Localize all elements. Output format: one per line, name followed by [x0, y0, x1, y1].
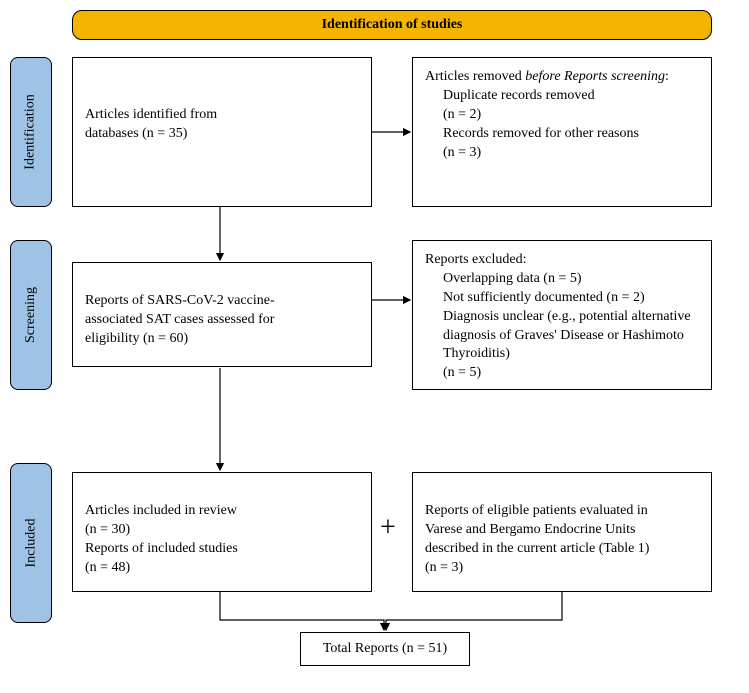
side-tab-screening: Screening — [10, 240, 52, 390]
side-tab-label: Included — [23, 519, 39, 568]
side-tab-label: Screening — [23, 287, 39, 343]
plus-icon: + — [380, 512, 396, 544]
node-identified: Articles identified fromdatabases (n = 3… — [72, 57, 372, 207]
side-tab-label: Identification — [23, 94, 39, 169]
node-included-review: Articles included in review(n = 30)Repor… — [72, 472, 372, 592]
node-excluded: Reports excluded:Overlapping data (n = 5… — [412, 240, 712, 390]
side-tab-identification: Identification — [10, 57, 52, 207]
header-title: Identification of studies — [322, 17, 463, 33]
flowchart-container: Identification of studies Identification… — [10, 10, 739, 683]
header-bar: Identification of studies — [72, 10, 712, 40]
side-tab-included: Included — [10, 463, 52, 623]
node-included-current-article: Reports of eligible patients evaluated i… — [412, 472, 712, 592]
node-total-reports: Total Reports (n = 51) — [300, 632, 470, 666]
node-removed-before-screening: Articles removed before Reports screenin… — [412, 57, 712, 207]
node-eligibility: Reports of SARS-CoV-2 vaccine-associated… — [72, 262, 372, 367]
